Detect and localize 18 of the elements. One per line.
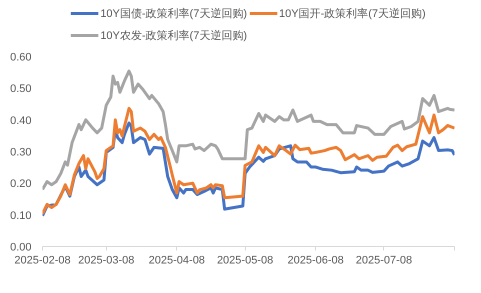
- x-tick-label: 2025-05-08: [216, 254, 274, 266]
- y-tick-label: 0.30: [10, 146, 32, 158]
- line-series: [42, 106, 454, 216]
- legend-label: 10Y国开-政策利率(7天逆回购): [279, 6, 426, 20]
- y-tick-label: 0.60: [10, 52, 32, 64]
- x-tick-label: 2025-03-08: [78, 254, 134, 266]
- y-tick-label: 0.00: [10, 242, 32, 254]
- y-tick-label: 0.40: [10, 114, 32, 127]
- x-tick-label: 2025-06-08: [288, 254, 344, 266]
- legend-label: 10Y国债-政策利率(7天逆回购): [100, 6, 247, 20]
- x-tick-label: 2025-07-08: [356, 254, 412, 266]
- y-tick-label: 0.20: [10, 178, 32, 190]
- x-tick-label: 2025-02-08: [14, 254, 71, 266]
- line-series: [42, 70, 454, 191]
- legend-label: 10Y农发-政策利率(7天逆回购): [100, 28, 247, 42]
- x-tick-label: 2025-04-08: [148, 254, 205, 266]
- y-tick-label: 0.50: [10, 83, 32, 96]
- y-tick-label: 0.10: [10, 210, 32, 222]
